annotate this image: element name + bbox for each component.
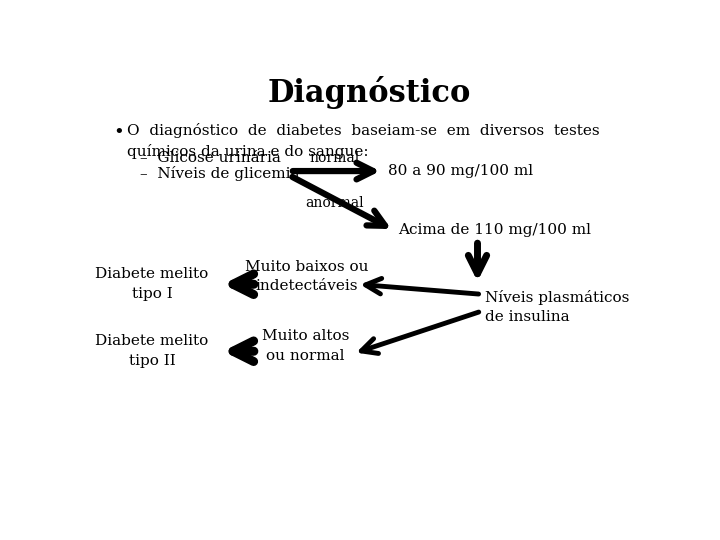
Text: Diagnóstico: Diagnóstico <box>267 76 471 109</box>
Text: Diabete melito
tipo I: Diabete melito tipo I <box>95 267 209 301</box>
Text: 80 a 90 mg/100 ml: 80 a 90 mg/100 ml <box>388 164 534 178</box>
Text: Muito baixos ou
indetectáveis: Muito baixos ou indetectáveis <box>246 260 369 293</box>
Text: O  diagnóstico  de  diabetes  baseiam-se  em  diversos  testes
químicos da urina: O diagnóstico de diabetes baseiam-se em … <box>127 123 600 159</box>
Text: anormal: anormal <box>305 197 364 211</box>
Text: normal: normal <box>310 151 360 165</box>
Text: Níveis plasmáticos
de insulina: Níveis plasmáticos de insulina <box>485 289 629 324</box>
Text: Muito altos
ou normal: Muito altos ou normal <box>262 329 349 362</box>
Text: Diabete melito
tipo II: Diabete melito tipo II <box>95 334 209 368</box>
Text: •: • <box>113 123 124 140</box>
Text: –  Glicose urinária: – Glicose urinária <box>140 151 282 165</box>
Text: Acima de 110 mg/100 ml: Acima de 110 mg/100 ml <box>398 224 591 238</box>
Text: –  Níveis de glicemia: – Níveis de glicemia <box>140 166 300 181</box>
